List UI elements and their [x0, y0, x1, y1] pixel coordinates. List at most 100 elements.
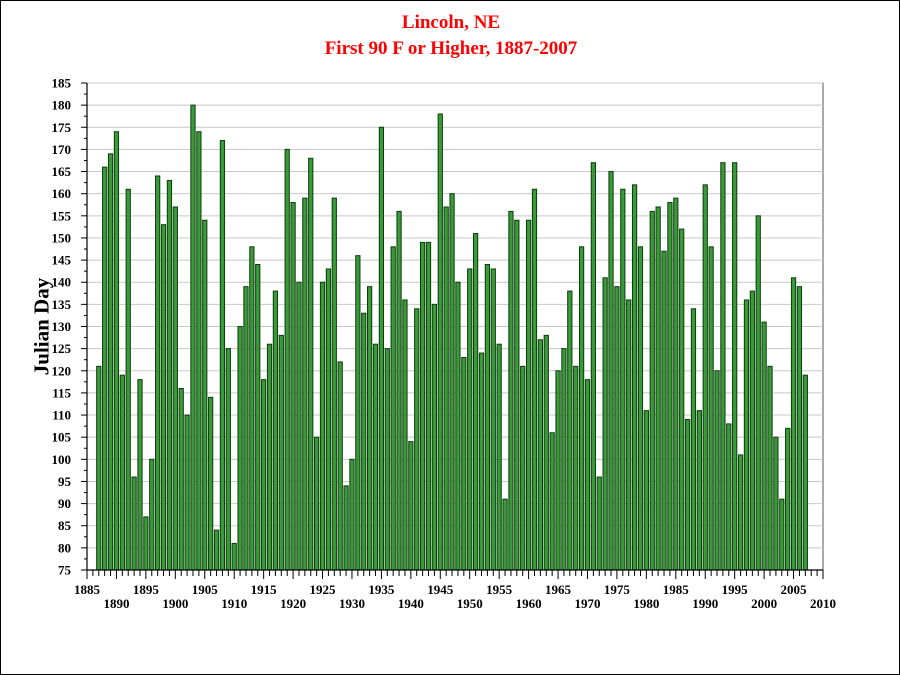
bar [449, 193, 455, 571]
bar [467, 268, 473, 571]
bar [779, 498, 785, 571]
bar [113, 131, 120, 571]
bar [408, 441, 414, 571]
y-tick-label: 180 [52, 98, 72, 113]
x-tick-label: 1940 [398, 596, 424, 611]
bar [684, 418, 691, 571]
bar [237, 326, 243, 571]
x-tick-label: 1905 [192, 582, 219, 597]
bar [431, 303, 438, 571]
bar [119, 374, 125, 571]
bar [425, 241, 432, 571]
x-tick-label: 1945 [427, 582, 454, 597]
bar [679, 228, 685, 571]
x-tick-label: 1955 [486, 582, 513, 597]
x-tick-label: 2005 [781, 582, 808, 597]
y-tick-label: 95 [58, 474, 72, 489]
y-tick-label: 130 [52, 319, 72, 334]
bar [690, 308, 697, 571]
bar [461, 356, 467, 571]
x-tick-label: 1885 [74, 582, 101, 597]
bar [520, 365, 526, 571]
bar [314, 436, 320, 571]
bar [202, 219, 208, 571]
y-tick-label: 115 [52, 385, 71, 400]
bar [696, 410, 702, 571]
y-tick-label: 120 [52, 363, 72, 378]
bar [785, 427, 791, 571]
bar [261, 379, 267, 571]
y-tick-label: 80 [58, 540, 71, 555]
y-tick-label: 150 [52, 230, 72, 245]
bar [631, 184, 638, 571]
bar [308, 157, 314, 571]
x-tick-label: 1890 [103, 596, 129, 611]
bar [266, 343, 273, 571]
bar [272, 290, 279, 571]
x-tick-label: 1915 [251, 582, 278, 597]
chart-subtitle: First 90 F or Higher, 1887-2007 [324, 38, 578, 59]
bar [567, 290, 573, 571]
bar [620, 188, 626, 571]
bar [331, 197, 337, 571]
bar [626, 299, 632, 571]
x-tick-label: 1970 [574, 596, 600, 611]
bar [225, 348, 231, 571]
bar [796, 286, 803, 571]
bar [673, 197, 679, 571]
y-tick-label: 145 [52, 253, 72, 268]
y-tick-label: 85 [58, 518, 72, 533]
bar [732, 162, 738, 571]
bar [767, 365, 773, 571]
bar [160, 224, 167, 571]
y-tick-label: 170 [52, 142, 72, 157]
bar [749, 290, 755, 571]
x-tick-label: 1935 [368, 582, 395, 597]
x-tick-label: 1995 [722, 582, 749, 597]
bar [284, 148, 290, 571]
bar [543, 334, 549, 571]
bar [802, 374, 808, 571]
y-tick-label: 155 [52, 208, 72, 223]
bar [378, 126, 385, 571]
bar [219, 140, 226, 571]
bar [137, 379, 143, 571]
bar [149, 458, 155, 571]
x-tick-label: 2010 [810, 596, 836, 611]
bar [390, 246, 396, 571]
x-tick-label: 1990 [692, 596, 718, 611]
x-tick-label: 1900 [162, 596, 188, 611]
x-tick-label: 1920 [280, 596, 306, 611]
bar [514, 219, 520, 571]
bar [255, 264, 261, 571]
y-axis-ticks: 75 80 85 90 95 100 105 110 115 120 125 130 135 140 145… [52, 76, 87, 578]
bar [296, 281, 302, 571]
bar [343, 485, 349, 571]
y-tick-label: 135 [52, 297, 72, 312]
bar [661, 250, 667, 571]
bar [761, 321, 767, 571]
bar [290, 202, 296, 571]
x-tick-label: 2000 [751, 596, 777, 611]
y-tick-label: 110 [52, 408, 71, 423]
x-tick-label: 1965 [545, 582, 572, 597]
x-tick-label: 1975 [604, 582, 631, 597]
bar [561, 348, 567, 571]
bar [508, 210, 514, 571]
bar [131, 476, 137, 571]
x-tick-label: 1930 [339, 596, 365, 611]
bar [637, 246, 644, 571]
bar [107, 153, 114, 571]
x-tick-label: 1985 [663, 582, 690, 597]
bar [372, 343, 379, 571]
bar [614, 286, 620, 571]
bar [196, 131, 202, 571]
bar [367, 286, 373, 571]
bar [243, 286, 249, 571]
bar [472, 233, 479, 571]
y-tick-label: 90 [58, 496, 71, 511]
bar [578, 246, 585, 571]
bar [649, 210, 655, 571]
y-tick-label: 100 [52, 452, 72, 467]
